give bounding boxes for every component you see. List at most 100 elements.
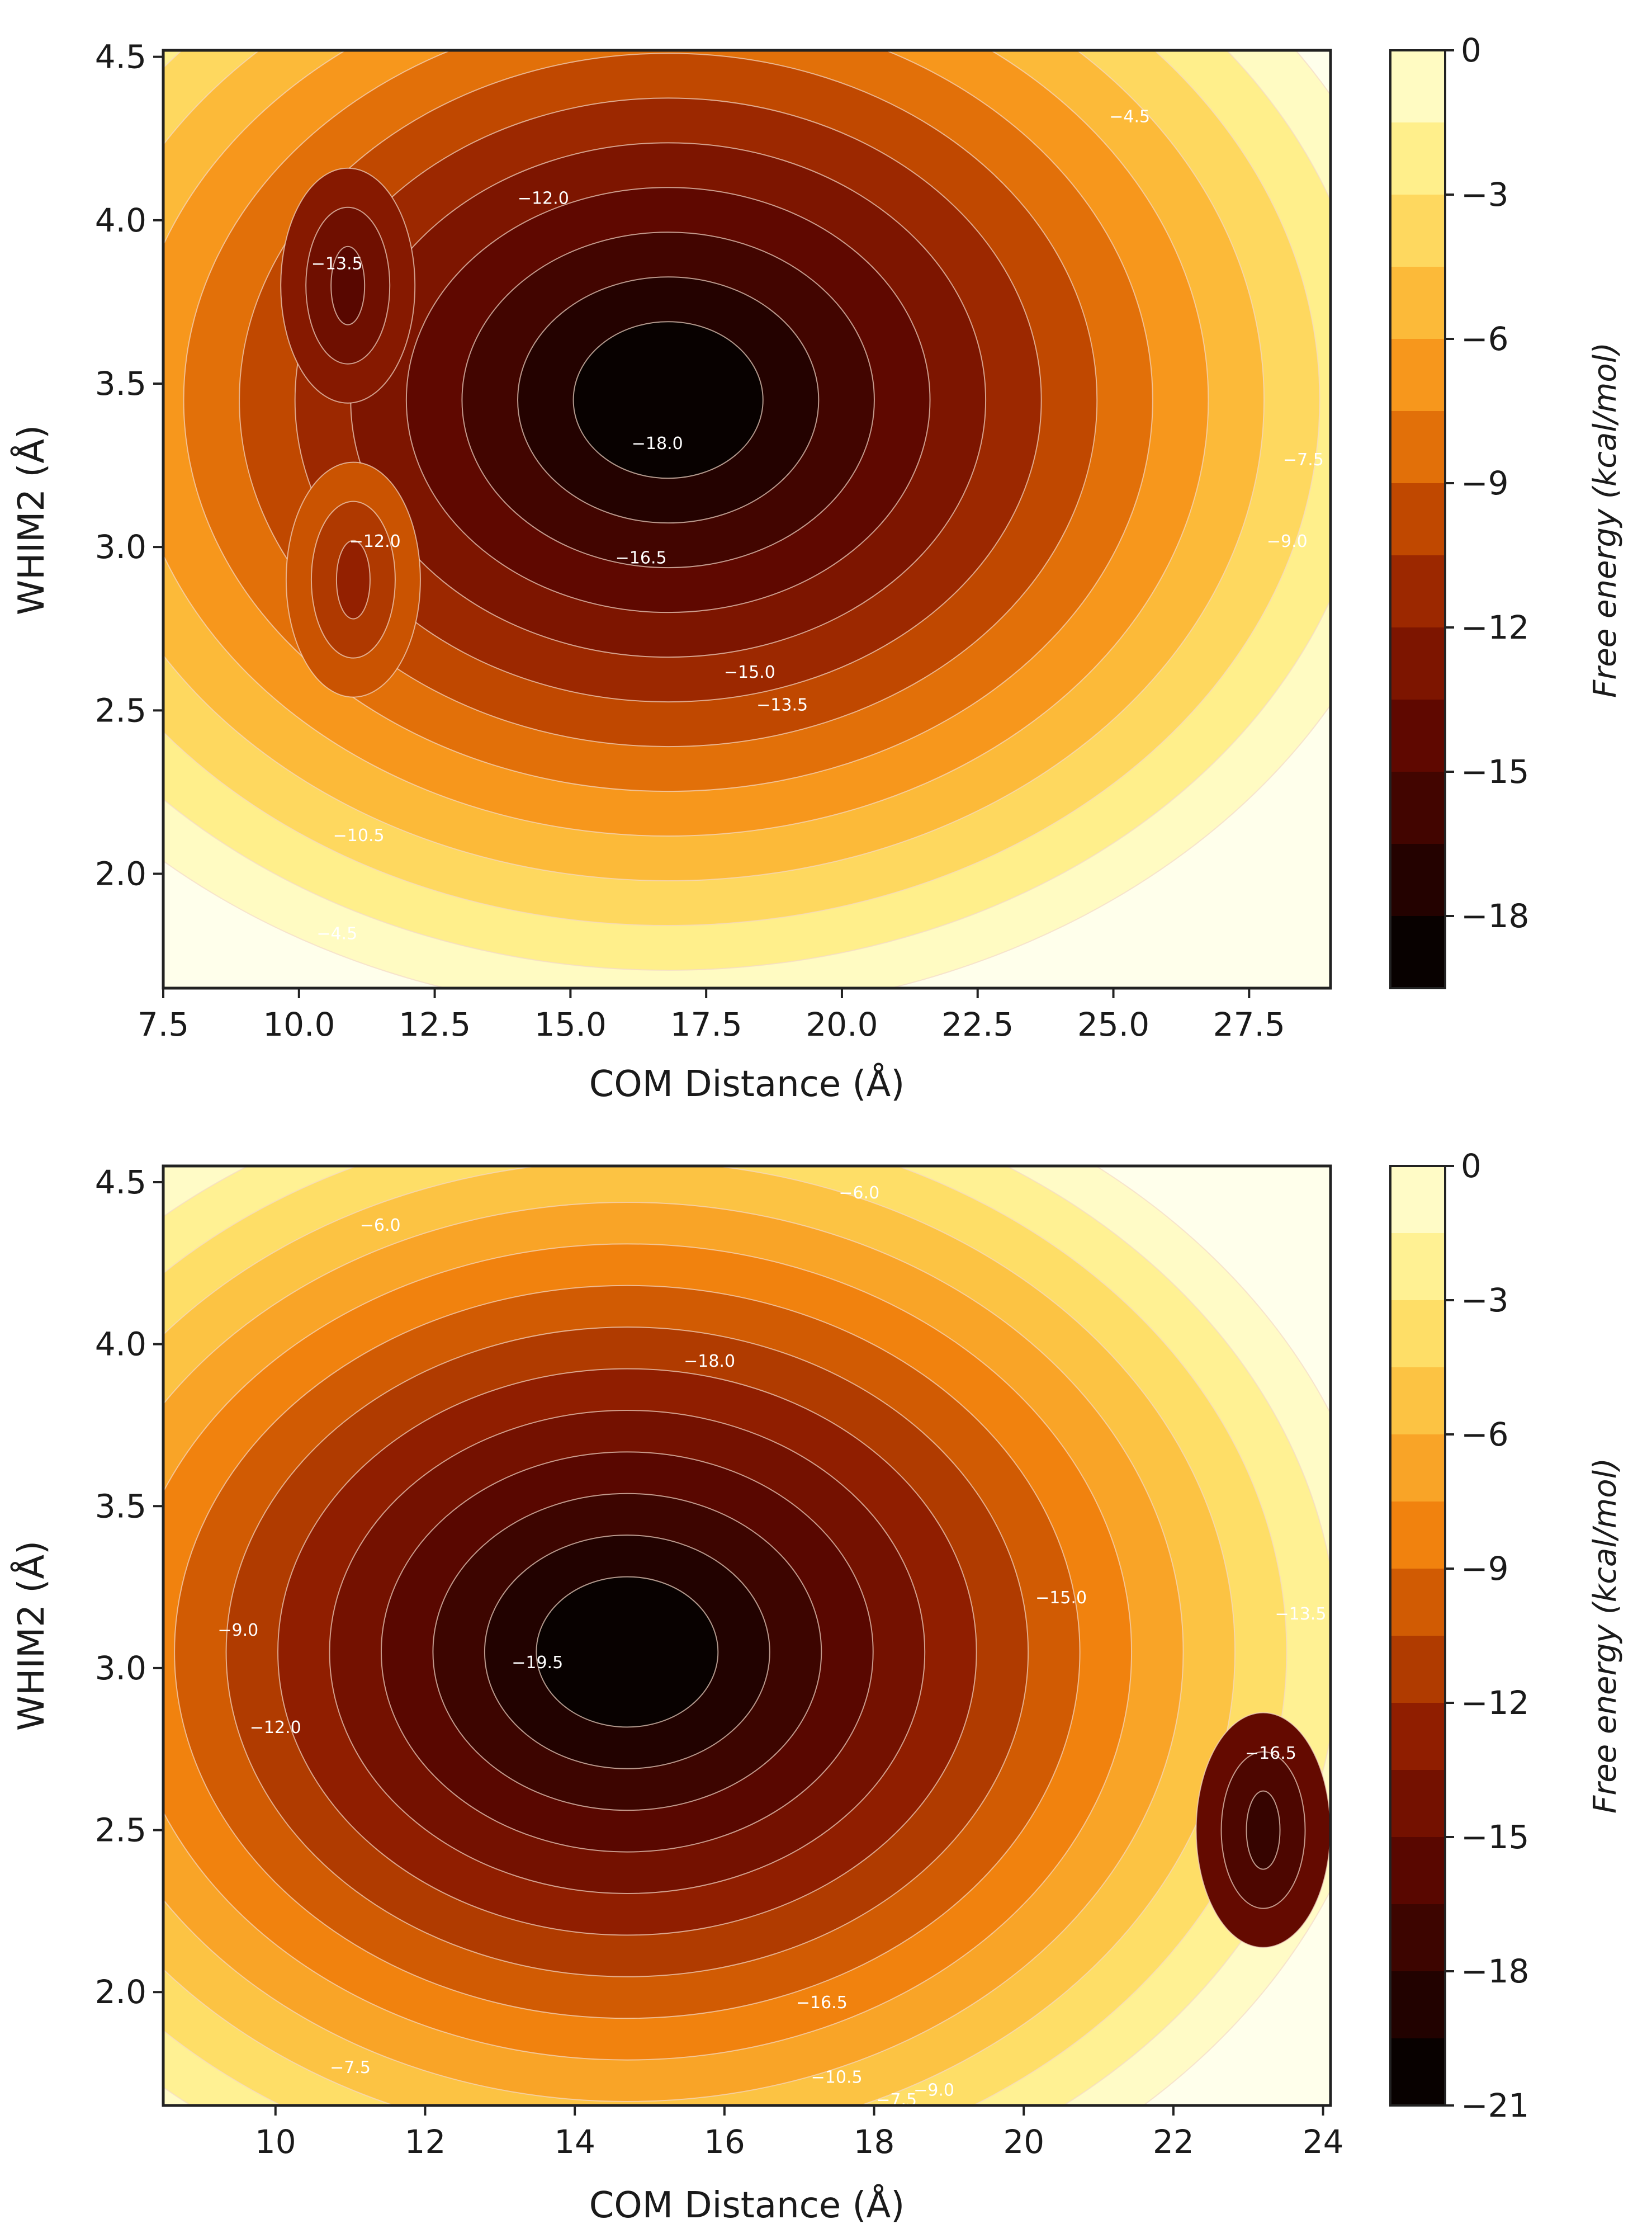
top-colorbar-ticks: 0 −3 −6 −9 −12 −15 −18 xyxy=(1445,31,1529,935)
colorbar-tick-label: 0 xyxy=(1461,31,1481,69)
colorbar-segment xyxy=(1390,1367,1445,1434)
colorbar-segment xyxy=(1390,1434,1445,1502)
contour-label: −12.0 xyxy=(349,532,401,551)
x-tick-label: 18 xyxy=(854,2123,895,2161)
colorbar-segment xyxy=(1390,555,1445,627)
colorbar-tick-label: −9 xyxy=(1461,1550,1509,1588)
top-plot-frame xyxy=(162,49,1332,990)
contour-minimum xyxy=(335,540,371,620)
contour-minimum xyxy=(330,245,366,325)
x-tick-label: 12 xyxy=(405,2123,446,2161)
y-tick-label: 4.0 xyxy=(95,1325,146,1363)
colorbar-tick-label: −15 xyxy=(1461,1818,1529,1856)
y-tick-label: 3.5 xyxy=(95,1487,146,1525)
contour-label: −10.5 xyxy=(811,2067,863,2087)
bottom-colorbar-ticks: 0 −3 −6 −9 −12 −15 −18 −21 xyxy=(1445,1147,1529,2124)
y-tick-label: 3.0 xyxy=(95,528,146,566)
colorbar-segment xyxy=(1390,483,1445,555)
colorbar-segment xyxy=(1390,772,1445,844)
bottom-x-ticks: 10 12 14 16 18 20 22 24 xyxy=(255,2105,1344,2161)
contour-label: −13.5 xyxy=(756,695,808,715)
y-tick-label: 3.5 xyxy=(95,365,146,403)
contour-label: −7.5 xyxy=(330,2058,371,2078)
x-tick-label: 25.0 xyxy=(1077,1005,1149,1044)
y-tick-label: 2.5 xyxy=(95,1811,146,1849)
bottom-x-axis-label: COM Distance (Å) xyxy=(589,2184,905,2226)
contour-label: −13.5 xyxy=(1275,1604,1326,1624)
colorbar-segment xyxy=(1390,1569,1445,1636)
x-tick-label: 14 xyxy=(554,2123,595,2161)
colorbar-segment xyxy=(1390,411,1445,483)
colorbar-frame xyxy=(1389,49,1446,989)
x-tick-label: 20.0 xyxy=(806,1005,878,1044)
x-tick-label: 22 xyxy=(1153,2123,1194,2161)
colorbar-segment xyxy=(1390,1166,1445,1233)
x-tick-label: 7.5 xyxy=(138,1005,189,1044)
contour-band xyxy=(536,1576,719,1728)
contour-label: −4.5 xyxy=(1109,107,1150,127)
contour-label: −19.5 xyxy=(512,1653,563,1673)
x-tick-label: 10 xyxy=(255,2123,296,2161)
top-colorbar-label: Free energy (kcal/mol) xyxy=(1587,342,1623,698)
top-y-ticks: 2.0 2.5 3.0 3.5 4.0 4.5 xyxy=(95,38,163,893)
colorbar-segment xyxy=(1390,1837,1445,1904)
contour-label: −12.0 xyxy=(250,1718,301,1737)
y-tick-label: 4.0 xyxy=(95,201,146,239)
y-tick-label: 2.0 xyxy=(95,854,146,893)
colorbar-segment xyxy=(1390,1703,1445,1770)
contour-label: −13.5 xyxy=(311,254,363,273)
contour-label: −18.0 xyxy=(632,434,683,454)
x-tick-label: 15.0 xyxy=(534,1005,607,1044)
y-tick-label: 4.5 xyxy=(95,38,146,76)
contour-label: −7.5 xyxy=(1283,450,1324,470)
bottom-colorbar-label: Free energy (kcal/mol) xyxy=(1587,1458,1623,1814)
top-contour-plot: −13.5 −12.0 −12.0 −18.0 −16.5 −15.0 −13.5 −10.5… xyxy=(163,50,1331,988)
contour-label: −6.0 xyxy=(360,1216,401,1235)
contour-label: −4.5 xyxy=(316,924,357,943)
colorbar-tick-label: −18 xyxy=(1461,897,1529,935)
y-tick-label: 2.0 xyxy=(95,1973,146,2011)
bottom-colorbar xyxy=(1389,1165,1446,2107)
colorbar-segment xyxy=(1390,122,1445,195)
colorbar-tick-label: −18 xyxy=(1461,1952,1529,1990)
colorbar-segment xyxy=(1390,195,1445,267)
colorbar-tick-label: −9 xyxy=(1461,464,1509,502)
colorbar-segment xyxy=(1390,1904,1445,1971)
colorbar-tick-label: 0 xyxy=(1461,1147,1481,1185)
colorbar-tick-label: −3 xyxy=(1461,1281,1509,1319)
bottom-y-axis-label: WHIM2 (Å) xyxy=(10,1541,53,1731)
bottom-contour-plot: −6.0 −6.0 −18.0 −19.5 −15.0 −13.5 −16.5 −12.0 −9… xyxy=(163,1166,1331,2105)
contour-label: −9.0 xyxy=(1267,532,1308,551)
colorbar-tick-label: −6 xyxy=(1461,1415,1509,1453)
colorbar-tick-label: −3 xyxy=(1461,176,1509,214)
colorbar-segment xyxy=(1390,1770,1445,1837)
top-y-axis-label: WHIM2 (Å) xyxy=(10,425,53,615)
colorbar-tick-label: −15 xyxy=(1461,753,1529,791)
colorbar-tick-label: −12 xyxy=(1461,1684,1529,1722)
x-tick-label: 16 xyxy=(704,2123,745,2161)
contour-band xyxy=(572,321,764,479)
contour-label: −6.0 xyxy=(839,1183,879,1203)
top-x-ticks: 7.5 10.0 12.5 15.0 17.5 20.0 22.5 25.0 27.5 xyxy=(138,988,1285,1044)
y-tick-label: 4.5 xyxy=(95,1163,146,1201)
colorbar-segment xyxy=(1390,700,1445,772)
bottom-plot-frame xyxy=(162,1164,1332,2107)
colorbar-tick-label: −12 xyxy=(1461,608,1529,646)
x-tick-label: 10.0 xyxy=(263,1005,335,1044)
colorbar-segment xyxy=(1390,1233,1445,1300)
top-colorbar xyxy=(1389,49,1446,989)
colorbar-segment xyxy=(1390,2038,1445,2105)
contour-label: −15.0 xyxy=(724,663,775,682)
colorbar-segment xyxy=(1390,1636,1445,1703)
x-tick-label: 27.5 xyxy=(1213,1005,1285,1044)
top-x-axis-label: COM Distance (Å) xyxy=(589,1063,905,1105)
x-tick-label: 12.5 xyxy=(399,1005,471,1044)
contour-minimum xyxy=(1246,1790,1281,1870)
contour-label: −16.5 xyxy=(796,1993,848,2013)
contour-label: −9.0 xyxy=(913,2081,954,2100)
colorbar-tick-label: −6 xyxy=(1461,320,1509,358)
colorbar-segment xyxy=(1390,844,1445,916)
colorbar-segment xyxy=(1390,916,1445,988)
colorbar-segment xyxy=(1390,627,1445,700)
